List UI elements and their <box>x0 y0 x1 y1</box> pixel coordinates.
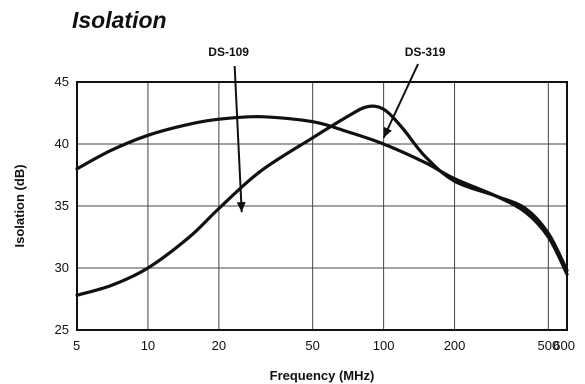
y-tick-label: 35 <box>55 198 69 213</box>
grid <box>77 82 567 330</box>
y-tick-label: 30 <box>55 260 69 275</box>
x-tick-label: 50 <box>305 338 319 353</box>
annotation-label-ds-319: DS-319 <box>405 45 446 59</box>
x-tick-label: 5 <box>73 338 80 353</box>
y-axis-label: Isolation (dB) <box>12 164 27 247</box>
annotation-arrowhead <box>236 202 246 213</box>
annotation-arrow-line <box>382 63 419 139</box>
annotation-arrow-line <box>233 65 243 213</box>
x-axis-label: Frequency (MHz) <box>270 368 375 383</box>
x-tick-label: 200 <box>444 338 466 353</box>
x-tick-label: 500 <box>537 338 559 353</box>
plot-frame <box>76 81 568 331</box>
x-tick-label: 600 <box>553 338 575 353</box>
annotation-label-ds-109: DS-109 <box>208 45 249 59</box>
series-layer <box>75 104 569 297</box>
x-tick-label: 20 <box>212 338 226 353</box>
x-tick-label: 100 <box>373 338 395 353</box>
x-tick-label: 10 <box>141 338 155 353</box>
chart-title: Isolation <box>72 7 167 33</box>
y-tick-label: 25 <box>55 322 69 337</box>
annotations: DS-109 DS-319 <box>208 45 446 213</box>
y-axis-ticks: 25 30 35 40 45 <box>55 74 69 337</box>
annotation-arrowhead <box>383 126 392 138</box>
y-tick-label: 40 <box>55 136 69 151</box>
series-line-ds-319 <box>75 104 569 297</box>
series-line-ds-109 <box>75 115 569 276</box>
y-tick-label: 45 <box>55 74 69 89</box>
